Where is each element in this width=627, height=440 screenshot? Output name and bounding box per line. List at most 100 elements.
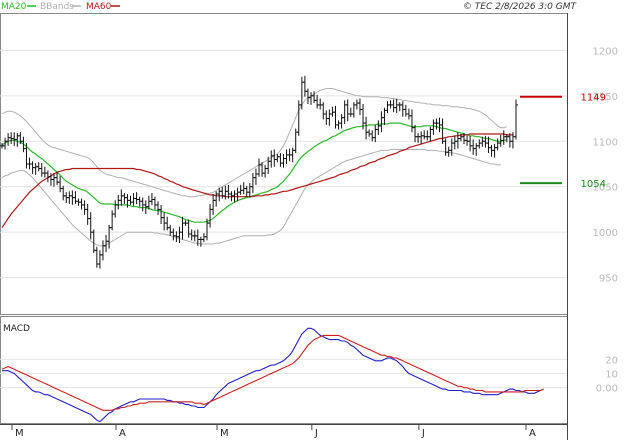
x-tick-label: A xyxy=(119,428,126,439)
macd-signal-line xyxy=(1,334,544,411)
ohlc-bar xyxy=(131,193,136,206)
ohlc-bar xyxy=(514,99,518,140)
ohlc-bar xyxy=(201,233,206,243)
ohlc-bar xyxy=(501,130,506,145)
ohlc-bar xyxy=(272,149,277,167)
ohlc-bar xyxy=(180,216,185,240)
ohlc-bar xyxy=(211,194,216,215)
ohlc-bar xyxy=(336,120,341,130)
ohlc-bar xyxy=(116,194,121,210)
ohlc-bar xyxy=(208,204,213,228)
legend-label-bbands: BBands xyxy=(40,2,74,12)
ohlc-bar xyxy=(413,124,418,143)
ohlc-bar xyxy=(367,129,372,137)
ma20-line xyxy=(1,122,507,223)
ohlc-bar xyxy=(492,144,497,158)
ohlc-bar xyxy=(348,107,353,117)
ohlc-bar xyxy=(440,118,445,144)
ohlc-bar xyxy=(376,120,381,135)
ohlc-bar xyxy=(446,146,451,157)
legend-label-ma60: MA60 xyxy=(86,2,112,12)
ohlc-bar xyxy=(263,164,268,178)
ohlc-bar xyxy=(189,229,194,241)
ohlc-bar xyxy=(318,98,323,110)
ohlc-bar xyxy=(290,147,295,163)
price-y-tick-label: 950 xyxy=(599,274,618,285)
ohlc-bar xyxy=(379,111,384,133)
ohlc-bar xyxy=(186,219,191,238)
ohlc-bar xyxy=(223,185,228,200)
ohlc-bar xyxy=(82,200,87,215)
ohlc-bar xyxy=(354,99,359,110)
ohlc-bar xyxy=(171,228,176,241)
ohlc-bar xyxy=(373,124,378,143)
macd-line xyxy=(2,327,544,423)
ohlc-bar xyxy=(152,196,157,210)
ohlc-bar xyxy=(391,99,396,113)
ohlc-bar xyxy=(73,191,78,204)
bbands-line xyxy=(1,149,501,247)
price-y-tick-label: 1150 xyxy=(593,92,618,103)
x-tick-label: J xyxy=(314,428,318,439)
price-y-tick-label: 1050 xyxy=(593,183,618,194)
ohlc-bar xyxy=(266,156,271,174)
moving-averages xyxy=(1,122,513,228)
price-y-tick-label: 1000 xyxy=(593,228,618,239)
ohlc-bar xyxy=(244,185,249,197)
ohlc-bar xyxy=(113,200,118,218)
ohlc-bar xyxy=(247,183,252,198)
ohlc-bar xyxy=(257,158,261,177)
price-y-tick-label: 1100 xyxy=(593,137,618,148)
ohlc-bar xyxy=(327,109,332,126)
ohlc-bar xyxy=(168,224,173,236)
ohlc-bar xyxy=(452,135,457,150)
ohlc-bar xyxy=(468,135,473,152)
ohlc-bar xyxy=(24,143,29,169)
ohlc-bar xyxy=(409,109,414,133)
legend-label-ma20: MA20 xyxy=(1,2,27,12)
ohlc-bar xyxy=(159,204,164,224)
ohlc-bar xyxy=(406,108,411,120)
ohlc-bar xyxy=(474,143,479,156)
ohlc-bar xyxy=(61,185,66,201)
ohlc-bar xyxy=(128,195,133,205)
ohlc-bar xyxy=(198,236,203,247)
ohlc-bar xyxy=(321,102,326,120)
bollinger-bands xyxy=(1,88,507,247)
ohlc-bar xyxy=(39,163,44,177)
ohlc-bar xyxy=(36,162,41,172)
ma60-line xyxy=(1,133,513,228)
ohlc-bar xyxy=(85,204,90,225)
ohlc-bar xyxy=(119,189,124,206)
ohlc-bar xyxy=(162,212,167,231)
ohlc-bar xyxy=(281,154,286,168)
macd-title: MACD xyxy=(3,324,30,334)
ohlc-bar xyxy=(100,240,105,261)
ohlc-bar xyxy=(315,94,320,109)
macd-gridlines xyxy=(0,358,567,389)
ohlc-bar xyxy=(122,193,127,204)
macd-y-tick-label: 20 xyxy=(605,355,618,366)
price-y-tick-label: 1200 xyxy=(593,46,618,57)
ohlc-bar xyxy=(302,75,307,97)
ohlc-bar xyxy=(156,201,161,215)
ohlc-bar xyxy=(177,226,182,244)
ohlc-bar xyxy=(364,116,369,140)
price-panel-frame xyxy=(0,13,568,315)
macd-y-tick-labels: 0.00 10 20 xyxy=(596,355,618,394)
ohlc-bar xyxy=(309,92,314,105)
ohlc-bar xyxy=(403,104,408,117)
ohlc-bar xyxy=(342,100,347,124)
ohlc-bar xyxy=(385,101,390,114)
price-markers: 1149 1054 xyxy=(520,93,606,190)
ohlc-bar xyxy=(345,99,350,122)
ohlc-bar xyxy=(165,216,170,231)
marker-label: 1149 xyxy=(581,93,606,104)
ohlc-bar xyxy=(91,229,96,254)
ohlc-bar xyxy=(324,110,329,125)
ohlc-bar xyxy=(299,76,304,110)
ohlc-bar xyxy=(425,130,430,141)
ohlc-bar xyxy=(370,130,375,142)
ohlc-bar xyxy=(339,114,344,129)
